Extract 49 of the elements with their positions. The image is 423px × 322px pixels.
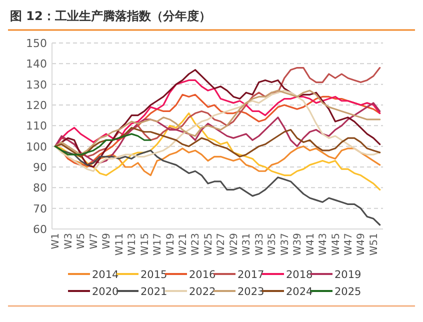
x-tick-label: W37 xyxy=(280,233,291,256)
legend-label: 2018 xyxy=(286,269,313,281)
x-tick-label: W19 xyxy=(165,233,176,256)
chart-title: 图 12：工业生产腾落指数（分年度） xyxy=(10,9,211,23)
legend-label: 2015 xyxy=(140,269,168,281)
y-tick-label: 90 xyxy=(33,161,47,174)
x-tick-label: W39 xyxy=(292,233,304,256)
x-tick-label: W3 xyxy=(63,233,74,250)
legend-label: 2025 xyxy=(334,286,362,298)
x-tick-label: W15 xyxy=(140,233,151,256)
x-tick-label: W1 xyxy=(50,233,62,250)
legend-label: 2017 xyxy=(238,269,264,281)
x-tick-label: W5 xyxy=(76,233,88,250)
x-tick-label: W7 xyxy=(88,233,100,250)
legend-label: 2024 xyxy=(286,286,314,298)
x-tick-label: W51 xyxy=(368,233,380,256)
x-tick-label: W9 xyxy=(102,233,113,250)
legend-label: 2020 xyxy=(92,286,119,298)
x-tick-label: W49 xyxy=(356,233,368,256)
x-tick-label: W35 xyxy=(267,233,278,256)
x-tick-label: W17 xyxy=(152,233,164,256)
y-tick-label: 150 xyxy=(26,37,47,50)
x-tick-label: W41 xyxy=(305,233,316,256)
x-tick-label: W25 xyxy=(203,233,214,256)
y-tick-label: 80 xyxy=(33,182,47,195)
legend-label: 2021 xyxy=(140,286,168,298)
x-tick-label: W29 xyxy=(228,233,240,256)
y-tick-label: 110 xyxy=(26,120,47,133)
x-tick-label: W13 xyxy=(127,233,138,256)
legend-label: 2016 xyxy=(189,269,216,281)
legend-label: 2023 xyxy=(238,286,264,298)
y-tick-label: 140 xyxy=(26,58,47,71)
y-tick-label: 100 xyxy=(26,140,47,154)
legend-label: 2022 xyxy=(189,286,216,298)
x-tick-label: W23 xyxy=(190,233,202,256)
y-tick-label: 70 xyxy=(33,202,47,216)
x-tick-label: W27 xyxy=(216,233,228,256)
x-tick-label: W43 xyxy=(318,233,330,256)
legend-label: 2019 xyxy=(334,269,362,281)
x-tick-label: W21 xyxy=(178,233,189,256)
y-tick-label: 60 xyxy=(33,223,47,236)
x-tick-label: W33 xyxy=(254,233,266,256)
y-tick-label: 120 xyxy=(26,99,47,112)
y-tick-label: 130 xyxy=(26,78,47,92)
legend-label: 2014 xyxy=(92,269,120,281)
x-tick-label: W47 xyxy=(343,233,354,256)
x-tick-label: W45 xyxy=(330,233,342,256)
x-tick-label: W31 xyxy=(242,233,253,256)
x-tick-label: W11 xyxy=(114,233,126,256)
